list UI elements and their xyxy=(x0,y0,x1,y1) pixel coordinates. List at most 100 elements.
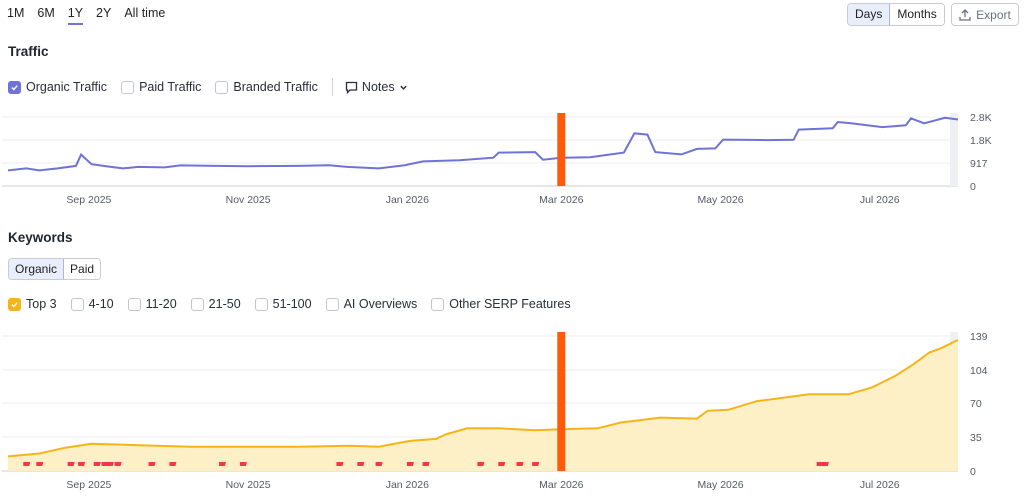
y-tick-label: 104 xyxy=(970,365,988,377)
pos-11-20-checkbox[interactable]: 11-20 xyxy=(127,297,177,311)
x-tick-label: Sep 2025 xyxy=(66,194,111,206)
export-label: Export xyxy=(976,7,1011,22)
range-tab-2y[interactable]: 2Y xyxy=(96,6,112,20)
keywords-position-options: Top 3 4-10 11-20 21-50 51-100 AI Overvie… xyxy=(8,297,585,311)
pos-4-10-label: 4-10 xyxy=(88,297,114,311)
top3-line xyxy=(7,339,959,458)
x-tick-label: Mar 2026 xyxy=(539,194,584,206)
days-button[interactable]: Days xyxy=(848,4,891,25)
paid-traffic-label: Paid Traffic xyxy=(139,80,202,94)
date-marker xyxy=(557,113,566,186)
event-flag-icon xyxy=(148,462,156,470)
y-tick-label: 917 xyxy=(970,158,988,170)
top3-label: Top 3 xyxy=(26,297,57,311)
branded-traffic-label: Branded Traffic xyxy=(233,80,318,94)
checkbox-unchecked-icon xyxy=(431,297,445,311)
keywords-type-toggle: Organic Paid xyxy=(8,258,102,280)
date-range-tabs: 1M 6M 1Y 2Y All time xyxy=(7,6,178,25)
top3-area xyxy=(8,339,958,471)
paid-traffic-checkbox[interactable]: Paid Traffic xyxy=(121,80,201,94)
pos-51-100-label: 51-100 xyxy=(272,297,312,311)
event-flag-icon xyxy=(821,462,829,470)
ai-overviews-label: AI Overviews xyxy=(343,297,418,311)
y-tick-label: 35 xyxy=(970,432,982,444)
ai-overviews-checkbox[interactable]: AI Overviews xyxy=(325,297,418,311)
organic-traffic-checkbox[interactable]: Organic Traffic xyxy=(8,80,107,94)
x-tick-label: Jan 2026 xyxy=(386,479,429,491)
paid-tab[interactable]: Paid xyxy=(64,259,101,279)
traffic-chart: 0 917 1.8K 2.8K Sep 2025 Nov 2025 Jan 2026 Mar … xyxy=(2,112,992,206)
range-tab-1y[interactable]: 1Y xyxy=(67,6,84,25)
notes-dropdown[interactable]: Notes xyxy=(345,80,408,94)
event-flag-icon xyxy=(93,462,101,470)
y-tick-label: 1.8K xyxy=(970,135,992,147)
y-tick-label: 0 xyxy=(970,181,976,193)
checkbox-unchecked-icon xyxy=(127,297,141,311)
checkbox-unchecked-icon xyxy=(190,297,204,311)
granularity-toggle: Days Months xyxy=(847,3,945,26)
checkbox-checked-icon xyxy=(8,297,21,311)
x-tick-label: Sep 2025 xyxy=(66,479,111,491)
x-tick-label: Nov 2025 xyxy=(226,194,271,206)
checkbox-unchecked-icon xyxy=(70,297,84,311)
range-tab-all-time[interactable]: All time xyxy=(124,6,166,20)
pos-21-50-checkbox[interactable]: 21-50 xyxy=(190,297,241,311)
y-tick-label: 2.8K xyxy=(970,112,992,124)
event-flag-icon xyxy=(357,462,365,470)
event-flag-icon xyxy=(78,462,86,470)
months-button[interactable]: Months xyxy=(890,4,944,25)
event-flag-icon xyxy=(106,462,114,470)
export-button[interactable]: Export xyxy=(951,3,1019,26)
notes-label: Notes xyxy=(361,80,395,94)
notes-icon xyxy=(345,81,358,94)
x-tick-label: May 2026 xyxy=(697,194,743,206)
pos-4-10-checkbox[interactable]: 4-10 xyxy=(70,297,114,311)
pos-51-100-checkbox[interactable]: 51-100 xyxy=(254,297,312,311)
x-tick-label: May 2026 xyxy=(697,479,743,491)
export-icon xyxy=(959,8,971,21)
other-serp-features-label: Other SERP Features xyxy=(449,297,571,311)
divider xyxy=(331,78,333,96)
range-tab-1m[interactable]: 1M xyxy=(7,6,25,20)
x-tick-label: Jan 2026 xyxy=(386,194,429,206)
keywords-section-title: Keywords xyxy=(8,230,73,245)
x-tick-label: Jul 2026 xyxy=(860,194,900,206)
event-flag-icon xyxy=(67,462,75,470)
branded-traffic-checkbox[interactable]: Branded Traffic xyxy=(215,80,318,94)
checkbox-unchecked-icon xyxy=(121,80,135,94)
event-flag-icon xyxy=(532,462,540,470)
event-flag-icon xyxy=(375,462,383,470)
event-flag-icon xyxy=(114,462,122,470)
traffic-section-title: Traffic xyxy=(8,44,49,59)
event-flag-icon xyxy=(477,462,485,470)
other-serp-features-checkbox[interactable]: Other SERP Features xyxy=(431,297,571,311)
event-flag-icon xyxy=(406,462,414,470)
pos-21-50-label: 21-50 xyxy=(208,297,241,311)
chevron-down-icon xyxy=(399,85,407,90)
checkbox-checked-icon xyxy=(8,80,21,94)
event-flag-icon xyxy=(498,462,506,470)
checkbox-unchecked-icon xyxy=(325,297,339,311)
keywords-chart: 0 35 70 104 139 Sep 2025 Nov 2025 Jan 2026 Mar 2… xyxy=(2,331,988,491)
event-flag-icon xyxy=(169,462,177,470)
x-tick-label: Nov 2025 xyxy=(226,479,271,491)
organic-tab[interactable]: Organic xyxy=(9,259,65,279)
y-tick-label: 139 xyxy=(970,331,988,343)
pos-11-20-label: 11-20 xyxy=(145,297,177,311)
event-flag-icon xyxy=(239,462,247,470)
event-flag-icon xyxy=(219,462,227,470)
chart-scroll-strip xyxy=(950,113,958,186)
event-flag-icon xyxy=(336,462,344,470)
x-tick-label: Mar 2026 xyxy=(539,479,584,491)
top3-checkbox[interactable]: Top 3 xyxy=(8,297,57,311)
event-flag-icon xyxy=(23,462,31,470)
y-tick-label: 70 xyxy=(970,398,982,410)
y-tick-label: 0 xyxy=(970,466,976,478)
date-marker xyxy=(557,332,566,471)
event-flag-icon xyxy=(36,462,44,470)
checkbox-unchecked-icon xyxy=(254,297,268,311)
range-tab-6m[interactable]: 6M xyxy=(37,6,55,20)
x-tick-label: Jul 2026 xyxy=(860,479,900,491)
event-flag-icon xyxy=(422,462,430,470)
checkbox-unchecked-icon xyxy=(215,80,229,94)
